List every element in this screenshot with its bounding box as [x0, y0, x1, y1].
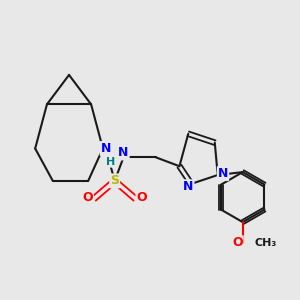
Text: N: N	[183, 180, 194, 193]
Text: S: S	[110, 174, 119, 188]
Text: O: O	[82, 190, 93, 204]
Text: O: O	[232, 236, 243, 249]
Text: H: H	[106, 157, 115, 167]
Text: O: O	[136, 190, 147, 204]
Text: CH₃: CH₃	[254, 238, 277, 248]
Text: N: N	[218, 167, 228, 180]
Text: N: N	[100, 142, 111, 155]
Text: N: N	[118, 146, 129, 159]
